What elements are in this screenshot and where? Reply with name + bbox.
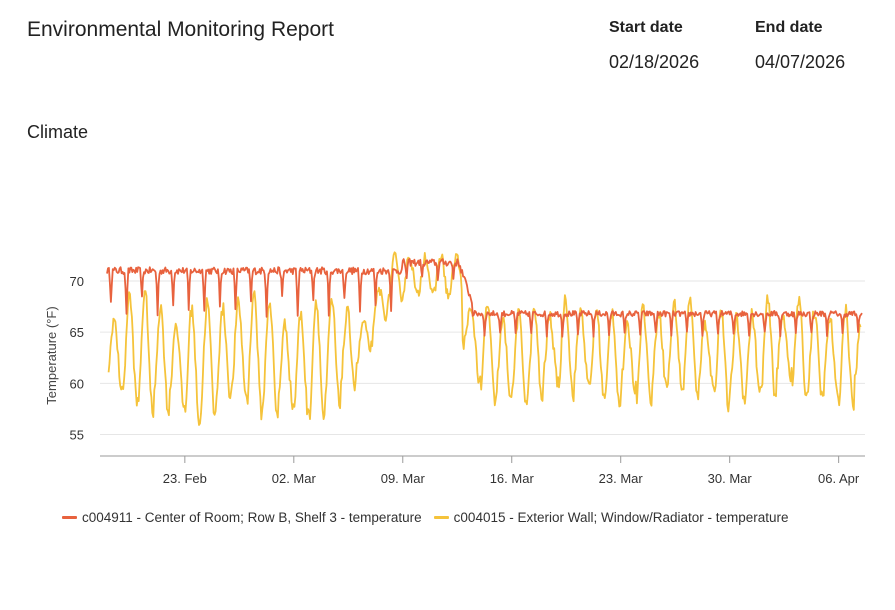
end-date-block: End date 04/07/2026 [755,19,845,73]
report-title: Environmental Monitoring Report [27,18,334,41]
x-tick-label-5: 30. Mar [708,471,753,486]
legend-swatch-series-2 [433,516,449,519]
legend-swatch-series-1 [62,516,77,519]
y-tick-label-60: 60 [70,376,84,391]
x-tick-label-2: 09. Mar [381,471,426,486]
series-line-center-of-room [106,258,863,338]
x-tick-label-1: 02. Mar [272,471,317,486]
section-title-climate: Climate [27,122,89,142]
x-tick-label-6: 06. Apr [818,471,860,486]
legend-item-series-1[interactable]: c004911 - Center of Room; Row B, Shelf 3… [62,510,422,525]
x-tick-label-4: 23. Mar [599,471,644,486]
y-tick-label-70: 70 [70,274,84,289]
end-date-value: 04/07/2026 [755,52,846,72]
start-date-value: 02/18/2026 [609,52,700,72]
chart-legend: c004911 - Center of Room; Row B, Shelf 3… [62,510,801,525]
y-axis-title: Temperature (°F) [44,306,59,404]
legend-item-series-2[interactable]: c004015 - Exterior Wall; Window/Radiator… [433,510,789,525]
x-tick-label-3: 16. Mar [490,471,535,486]
x-tick-label-0: 23. Feb [163,471,207,486]
legend-label-series-1: c004911 - Center of Room; Row B, Shelf 3… [82,510,422,525]
y-tick-label-65: 65 [70,325,84,340]
y-tick-label-55: 55 [70,428,84,443]
legend-label-series-2: c004015 - Exterior Wall; Window/Radiator… [453,510,789,525]
start-date-block: Start date 02/18/2026 [609,19,699,73]
end-date-label: End date [755,19,823,36]
start-date-label: Start date [609,19,683,36]
